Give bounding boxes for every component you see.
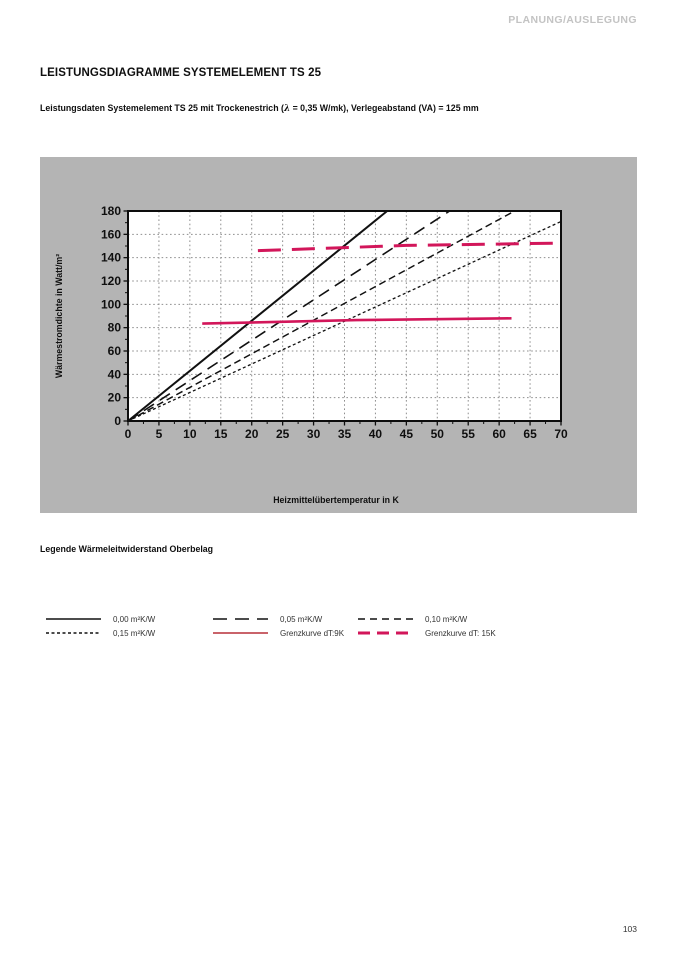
legend-item: 0,15 m²K/W: [45, 626, 212, 640]
y-tick-label: 140: [101, 251, 121, 265]
subtitle: Leistungsdaten Systemelement TS 25 mit T…: [40, 103, 479, 114]
legend-line-sample: [213, 618, 268, 620]
legend-line-sample: [46, 632, 101, 634]
legend-line-sample: [46, 618, 101, 620]
series-line: [127, 210, 388, 422]
lambda-symbol: λ: [283, 104, 291, 114]
legend-item-label: 0,00 m²K/W: [113, 614, 156, 624]
legend-line-sample: [358, 631, 413, 635]
legend-item-label: Grenzkurve dT:9K: [280, 628, 345, 638]
x-tick-label: 35: [338, 427, 352, 441]
legend-item-label: Grenzkurve dT: 15K: [425, 628, 496, 638]
subtitle-part1: Leistungsdaten Systemelement TS 25 mit T…: [40, 103, 284, 113]
series-line: [202, 317, 512, 325]
x-tick-label: 50: [431, 427, 445, 441]
legend-line-sample: [213, 632, 268, 634]
chart-series: [127, 210, 562, 422]
series-line: [127, 210, 451, 422]
x-tick-label: 45: [400, 427, 414, 441]
x-tick-label: 55: [462, 427, 476, 441]
x-tick-label: 5: [156, 427, 163, 441]
y-tick-label: 80: [108, 321, 122, 335]
y-tick-label: 20: [108, 391, 122, 405]
legend-item-label: 0,10 m²K/W: [425, 614, 468, 624]
legend-item: 0,00 m²K/W: [45, 612, 212, 626]
legend-line-sample: [358, 618, 413, 620]
legend-item: 0,10 m²K/W: [357, 612, 525, 626]
legend-item-label: 0,05 m²K/W: [280, 614, 323, 624]
legend-item: 0,05 m²K/W: [212, 612, 357, 626]
x-tick-label: 10: [183, 427, 197, 441]
y-tick-label: 100: [101, 297, 121, 311]
x-tick-label: 30: [307, 427, 321, 441]
x-tick-label: 40: [369, 427, 383, 441]
page-number: 103: [622, 924, 637, 934]
legend: 0,00 m²K/W 0,05 m²K/W 0,10 m²K/W 0,15 m²K/W…: [45, 612, 525, 640]
y-axis-title: Wärmestromdichte in Watt/m²: [54, 253, 64, 379]
x-tick-label: 70: [554, 427, 568, 441]
y-tick-label: 120: [101, 274, 121, 288]
series-line: [257, 241, 562, 253]
legend-title: Legende Wärmeleitwiderstand Oberbelag: [40, 544, 214, 554]
x-tick-label: 25: [276, 427, 290, 441]
x-tick-label: 20: [245, 427, 259, 441]
axis-ticks-labels: 0 5 10 15 20 25 30 35 40 45 50 55 60 65 70 0 20 40 60 80 100…: [101, 204, 568, 441]
y-tick-label: 180: [101, 204, 121, 218]
x-axis-title: Heizmittelübertemperatur in K: [273, 495, 399, 505]
y-tick-label: 0: [114, 414, 121, 428]
page-title: LEISTUNGSDIAGRAMME SYSTEMELEMENT TS 25: [40, 67, 322, 79]
chart-panel: 0 5 10 15 20 25 30 35 40 45 50 55 60 65 70 0 20 40 60 80 100…: [40, 157, 637, 513]
legend-item: Grenzkurve dT:9K: [212, 626, 357, 640]
legend-item-label: 0,15 m²K/W: [113, 628, 156, 638]
y-tick-label: 60: [108, 344, 122, 358]
x-tick-label: 60: [492, 427, 506, 441]
performance-chart: 0 5 10 15 20 25 30 35 40 45 50 55 60 65 70 0 20 40 60 80 100…: [101, 204, 568, 441]
page-header-label: PLANUNG/AUSLEGUNG: [508, 14, 637, 26]
y-tick-label: 40: [108, 367, 122, 381]
legend-item: Grenzkurve dT: 15K: [357, 626, 525, 640]
x-tick-label: 0: [125, 427, 132, 441]
x-tick-label: 15: [214, 427, 228, 441]
subtitle-part2: = 0,35 W/mk), Verlegeabstand (VA) = 125 …: [290, 103, 479, 113]
y-tick-label: 160: [101, 227, 121, 241]
x-tick-label: 65: [523, 427, 537, 441]
